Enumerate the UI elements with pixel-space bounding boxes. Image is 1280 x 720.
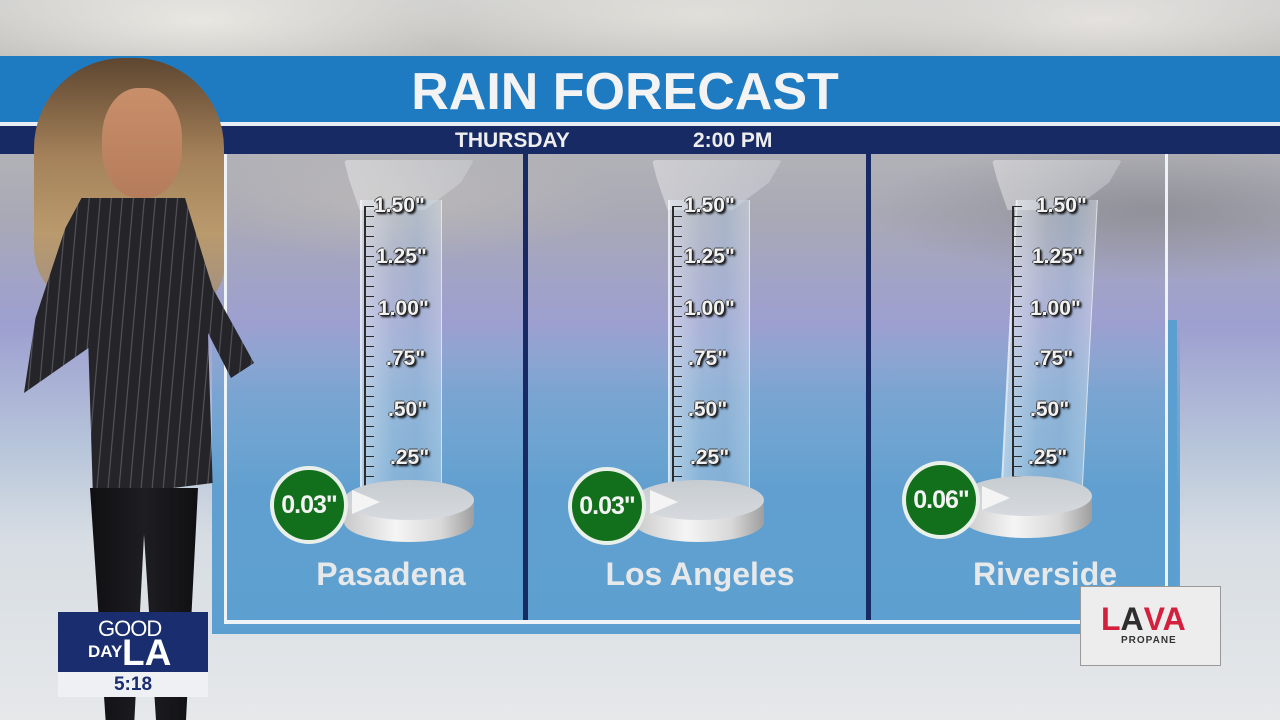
forecast-day: THURSDAY (455, 129, 570, 152)
gauge-ticks (672, 206, 702, 496)
gauge-ticks (364, 206, 394, 496)
scale-label: .50" (388, 398, 428, 421)
show-logo-good: GOOD (98, 616, 162, 641)
rain-gauge-los-angeles: 1.50" 1.25" 1.00" .75" .50" .25" (634, 160, 792, 550)
show-logo-day: DAY (88, 642, 123, 661)
show-logo: GOOD DAY LA 5:18 (58, 612, 208, 697)
city-label: Pasadena (316, 556, 466, 592)
scale-label: 1.25" (376, 245, 427, 268)
scale-label: 1.50" (684, 194, 735, 217)
panel-divider (523, 154, 528, 620)
scale-label: 1.00" (684, 297, 735, 320)
sponsor-wordmark: LAVA (1101, 601, 1186, 637)
show-logo-panel (58, 612, 208, 672)
show-logo-la: LA (122, 632, 172, 673)
level-pointer-icon (650, 490, 678, 514)
scale-label: .25" (390, 446, 430, 469)
scale-label: 1.00" (378, 297, 429, 320)
city-label: Los Angeles (605, 556, 795, 592)
level-pointer-icon (982, 486, 1010, 510)
scale-label: .25" (690, 446, 730, 469)
scale-label: 1.00" (1030, 297, 1081, 320)
forecast-time: 2:00 PM (693, 129, 773, 152)
scale-label: 1.50" (1036, 194, 1087, 217)
sponsor-tagline: PROPANE (1121, 635, 1177, 646)
amount-badge: 0.06" (902, 461, 980, 539)
rain-gauge-pasadena: 1.50" 1.25" 1.00" .75" .50" .25" (344, 160, 484, 550)
scale-label: .50" (1030, 398, 1070, 421)
scale-label: 1.25" (684, 245, 735, 268)
panel-divider (866, 154, 871, 620)
scale-label: 1.25" (1032, 245, 1083, 268)
title-separator (0, 122, 1280, 126)
page-title: RAIN FORECAST (411, 63, 839, 121)
presenter-face (102, 88, 182, 198)
sponsor-flame-icon: A (1120, 601, 1144, 637)
scale-label: .75" (688, 347, 728, 370)
amount-badge: 0.03" (270, 466, 348, 544)
broadcast-clock: 5:18 (58, 672, 208, 697)
scale-label: .25" (1028, 446, 1068, 469)
scale-label: .75" (386, 347, 426, 370)
board-edge-lines (1163, 320, 1177, 586)
rain-gauge-riverside: 1.50" 1.25" 1.00" .75" .50" .25" (962, 160, 1132, 550)
scale-label: .75" (1034, 347, 1074, 370)
amount-badge: 0.03" (568, 467, 646, 545)
gauge-ticks (1012, 206, 1042, 496)
scale-label: 1.50" (374, 194, 425, 217)
level-pointer-icon (352, 490, 380, 514)
scale-label: .50" (688, 398, 728, 421)
sponsor-logo: LAVA PROPANE (1080, 586, 1221, 666)
